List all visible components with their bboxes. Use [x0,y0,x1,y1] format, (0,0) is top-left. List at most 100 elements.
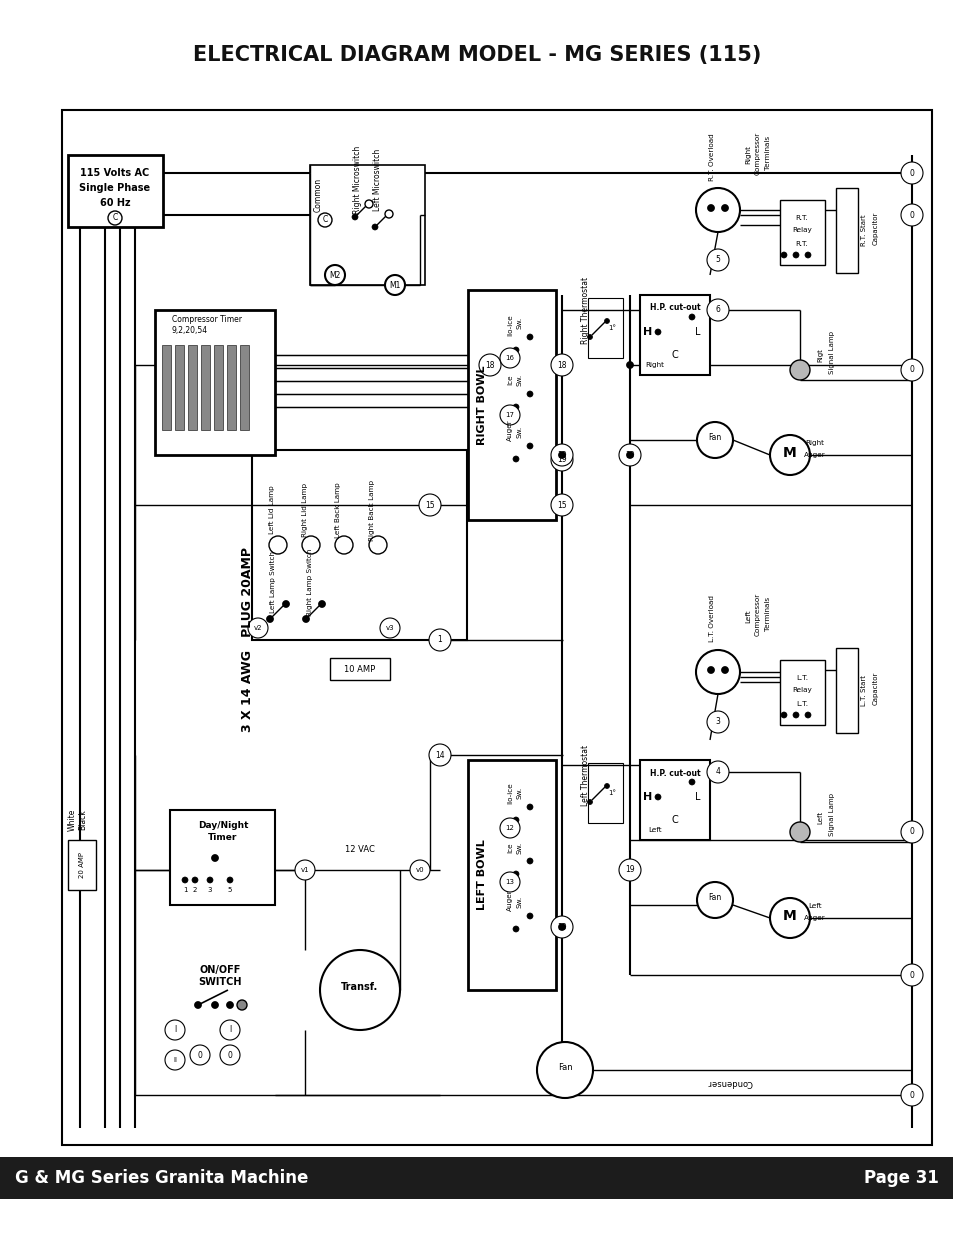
Bar [240,345,249,430]
Circle shape [499,818,519,839]
Bar [639,760,709,840]
Circle shape [212,855,218,862]
Circle shape [769,435,809,475]
Circle shape [551,445,573,466]
Text: H.P. cut-out: H.P. cut-out [649,304,700,312]
Text: Left Thermostat: Left Thermostat [581,745,590,805]
Circle shape [212,1002,218,1009]
Bar [227,345,235,430]
Circle shape [697,882,732,918]
Text: 6: 6 [715,305,720,315]
Text: 20 AMP: 20 AMP [79,852,85,878]
Bar [154,310,274,454]
Circle shape [526,913,533,919]
Circle shape [499,348,519,368]
Circle shape [220,1045,240,1065]
Text: L: L [695,792,700,802]
Circle shape [190,1045,210,1065]
Text: Auger: Auger [506,419,513,441]
Text: White: White [68,809,76,831]
Text: R.T.: R.T. [795,241,807,247]
Circle shape [706,761,728,783]
Circle shape [418,494,440,516]
Text: 0: 0 [908,168,914,178]
Text: Black: Black [78,810,88,830]
Circle shape [706,299,728,321]
Circle shape [526,443,533,450]
Circle shape [526,804,533,810]
Circle shape [526,858,533,864]
Circle shape [513,456,518,462]
Circle shape [900,965,923,986]
Circle shape [369,536,387,555]
Bar [62,110,931,1145]
Text: 15: 15 [425,500,435,510]
Circle shape [410,860,430,881]
Text: H.P. cut-out: H.P. cut-out [649,768,700,778]
Circle shape [302,536,319,555]
Text: Sw.: Sw. [517,317,522,329]
Circle shape [513,818,518,823]
Text: 17: 17 [505,412,514,417]
Circle shape [706,249,728,270]
Text: 0: 0 [908,210,914,220]
Circle shape [385,210,393,219]
Circle shape [282,600,289,608]
Text: 3: 3 [208,887,212,893]
Text: SWITCH: SWITCH [198,977,241,987]
Text: Terminals: Terminals [764,136,770,170]
Circle shape [248,618,268,638]
Text: 4: 4 [715,767,720,777]
Text: C: C [671,350,678,359]
Circle shape [696,188,740,232]
Circle shape [526,333,533,340]
Bar [68,840,96,890]
Text: 1°: 1° [607,790,616,797]
Circle shape [900,359,923,382]
Text: Compressor: Compressor [754,131,760,174]
Text: Left: Left [744,609,750,622]
Text: Sw.: Sw. [517,787,522,799]
Circle shape [626,452,633,458]
Circle shape [900,1084,923,1107]
Circle shape [655,329,660,335]
Circle shape [804,252,810,258]
Bar [68,156,163,227]
Text: 0: 0 [908,971,914,979]
Text: M1: M1 [389,280,400,289]
Text: 115 Volts AC: 115 Volts AC [80,168,150,178]
Circle shape [900,162,923,184]
Circle shape [372,224,377,230]
Circle shape [769,898,809,939]
Text: I: I [229,1025,231,1035]
Text: Signal Lamp: Signal Lamp [828,794,834,836]
Text: Right Lid Lamp: Right Lid Lamp [302,483,308,537]
Text: I: I [173,1025,176,1035]
Text: 19: 19 [624,451,634,459]
Text: 60 Hz: 60 Hz [99,198,131,207]
Text: M2: M2 [329,270,340,279]
Circle shape [551,494,573,516]
Circle shape [513,347,518,353]
Circle shape [720,205,728,211]
Text: 0: 0 [197,1051,202,1060]
Circle shape [227,877,233,883]
Circle shape [269,536,287,555]
Bar [468,760,556,990]
Text: Sw.: Sw. [517,374,522,387]
Text: Day/Night: Day/Night [197,820,248,830]
Bar [0,1157,953,1199]
Text: Left Microswitch: Left Microswitch [374,149,382,211]
Text: 16: 16 [505,354,514,361]
Bar [201,345,210,430]
Circle shape [697,422,732,458]
Circle shape [792,252,799,258]
Bar [174,345,184,430]
Text: Ilo-ice: Ilo-ice [506,782,513,804]
Circle shape [513,871,518,877]
Text: 0: 0 [228,1051,233,1060]
Circle shape [900,821,923,844]
Text: 3 X 14 AWG   PLUG 20AMP: 3 X 14 AWG PLUG 20AMP [241,547,254,732]
Text: Right Thermostat: Right Thermostat [581,277,590,343]
Circle shape [707,667,714,673]
